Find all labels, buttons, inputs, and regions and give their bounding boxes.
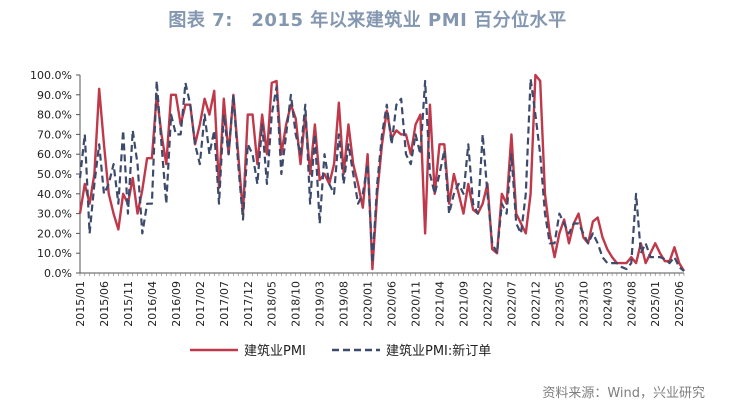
y-tick-label: 40.0% bbox=[37, 188, 72, 201]
y-tick-label: 0.0% bbox=[44, 267, 72, 280]
x-tick-label: 2024/08 bbox=[625, 281, 638, 327]
x-tick-label: 2022/07 bbox=[505, 281, 518, 327]
x-tick-label: 2017/02 bbox=[194, 281, 207, 327]
series-line-construction-pmi bbox=[78, 73, 686, 272]
x-tick-label: 2025/06 bbox=[673, 281, 686, 327]
x-tick-label: 2022/12 bbox=[529, 281, 542, 327]
x-tick-label: 2024/03 bbox=[601, 281, 614, 327]
legend: 建筑业PMI 建筑业PMI:新订单 bbox=[190, 343, 491, 359]
chart-title: 图表 7: 2015 年以来建筑业 PMI 百分位水平 bbox=[168, 10, 567, 31]
y-tick-label: 20.0% bbox=[37, 227, 72, 240]
x-axis: 2015/01 2015/06 2015/11 2016/04 2016/09 2017/… bbox=[74, 272, 686, 327]
y-tick-label: 50.0% bbox=[37, 168, 72, 181]
x-tick-label: 2023/05 bbox=[553, 281, 566, 327]
x-tick-label: 2020/11 bbox=[410, 281, 423, 327]
x-tick-label: 2016/09 bbox=[170, 281, 183, 327]
x-tick-label: 2018/05 bbox=[266, 281, 279, 327]
y-tick-label: 60.0% bbox=[37, 148, 72, 161]
x-tick-label: 2020/06 bbox=[386, 281, 399, 327]
plot-area bbox=[78, 73, 686, 272]
y-tick-label: 30.0% bbox=[37, 208, 72, 221]
y-tick-label: 90.0% bbox=[37, 89, 72, 102]
x-tick-label: 2021/04 bbox=[434, 281, 447, 327]
x-tick-label: 2016/04 bbox=[146, 281, 159, 327]
y-tick-label: 10.0% bbox=[37, 247, 72, 260]
legend-label-construction-pmi: 建筑业PMI bbox=[244, 343, 306, 359]
y-axis: 0.0% 10.0% 20.0% 30.0% 40.0% 50.0% 60.0% 70.0% 8… bbox=[30, 69, 81, 280]
x-tick-label: 2015/01 bbox=[74, 281, 87, 327]
x-tick-label: 2019/08 bbox=[338, 281, 351, 327]
x-tick-label: 2023/10 bbox=[577, 281, 590, 327]
x-tick-label: 2022/02 bbox=[481, 281, 494, 327]
y-tick-label: 80.0% bbox=[37, 109, 72, 122]
x-tick-label: 2020/01 bbox=[362, 281, 375, 327]
x-tick-label: 2015/06 bbox=[98, 281, 111, 327]
legend-label-new-orders: 建筑业PMI:新订单 bbox=[386, 343, 491, 359]
y-tick-label: 100.0% bbox=[30, 69, 72, 82]
y-tick-label: 70.0% bbox=[37, 128, 72, 141]
x-tick-label: 2019/03 bbox=[314, 281, 327, 327]
x-tick-label: 2017/07 bbox=[218, 281, 231, 327]
x-tick-label: 2015/11 bbox=[122, 281, 135, 327]
source-note: 资料来源：Wind，兴业研究 bbox=[542, 386, 705, 401]
x-tick-label: 2021/09 bbox=[457, 281, 470, 327]
series-line-new-orders bbox=[78, 77, 685, 272]
x-tick-label: 2025/01 bbox=[649, 281, 662, 327]
x-tick-label: 2018/10 bbox=[290, 281, 303, 327]
x-tick-label: 2017/12 bbox=[242, 281, 255, 327]
